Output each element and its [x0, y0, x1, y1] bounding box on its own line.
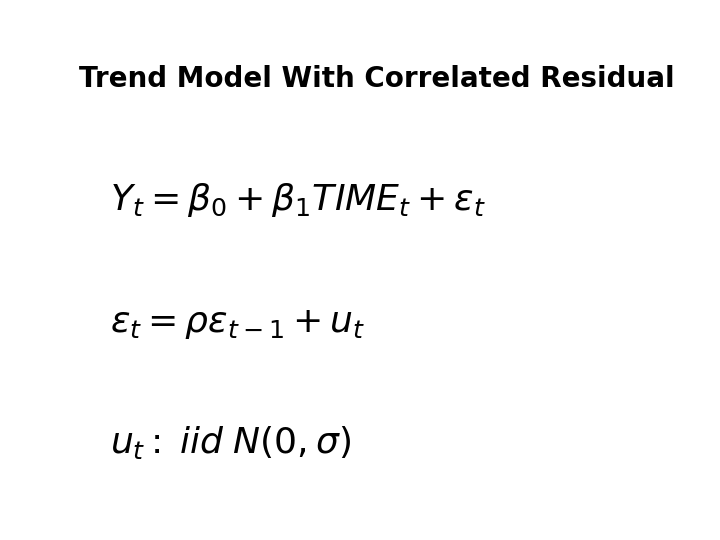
Text: Trend Model With Correlated Residual: Trend Model With Correlated Residual — [79, 65, 675, 93]
Text: $\varepsilon_t = \rho\varepsilon_{t-1} + u_t$: $\varepsilon_t = \rho\varepsilon_{t-1} +… — [109, 307, 365, 341]
Text: $Y_t = \beta_0 + \beta_1 TIME_t + \varepsilon_t$: $Y_t = \beta_0 + \beta_1 TIME_t + \varep… — [109, 181, 486, 219]
Text: $u_t :\; iid \; N(0, \sigma)$: $u_t :\; iid \; N(0, \sigma)$ — [109, 424, 351, 461]
